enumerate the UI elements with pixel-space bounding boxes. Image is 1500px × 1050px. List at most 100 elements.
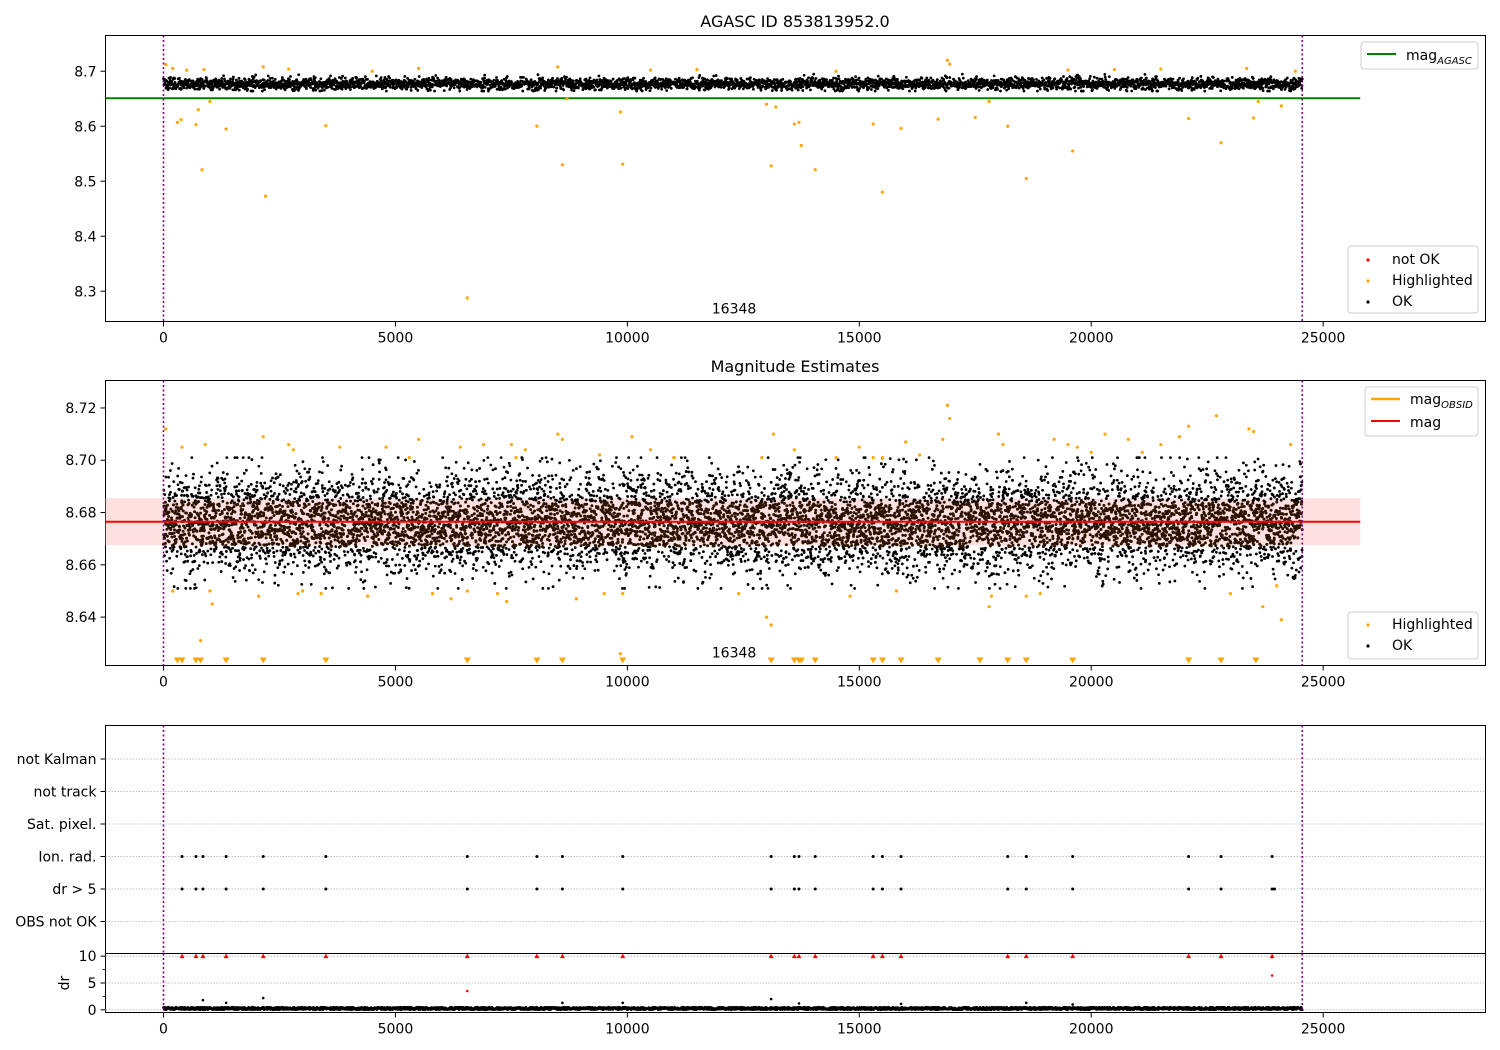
ok-point [242,558,245,561]
ok-point [183,500,186,504]
x-tick-label: 15000 [837,675,882,691]
ok-point [703,77,707,81]
ok-point [1092,75,1096,79]
ok-point [292,552,296,556]
ok-point [343,553,347,557]
ok-point [1169,77,1172,81]
ok-point [173,499,177,503]
ok-point [351,550,354,553]
ok-point [286,85,290,89]
x-tick-label: 5000 [378,675,414,691]
ok-point [269,479,273,483]
ok-point [323,565,326,569]
ok-point [442,89,446,93]
ok-point [322,572,326,576]
ok-point [1042,78,1046,82]
ok-point [364,481,368,485]
ok-point [257,464,261,468]
ok-point [164,545,167,549]
ok-point [653,76,657,80]
ok-point [303,549,306,552]
ok-point [313,79,317,82]
ok-point [552,85,556,89]
ok-point [1051,86,1055,90]
x-tick-label: 10000 [605,331,650,347]
ok-point [205,491,209,494]
ok-point [347,495,351,499]
ok-point [164,475,168,479]
ok-point [180,481,184,485]
ok-point [325,492,329,495]
ok-point [204,484,208,488]
ok-point [375,490,379,494]
ok-point [365,568,369,572]
ok-point [1088,77,1091,81]
ok-point [362,586,366,590]
ok-point [268,485,272,488]
ok-point [331,586,334,590]
ok-point [340,87,344,91]
ok-point [349,88,352,91]
legend-marker [1366,279,1370,283]
ok-point [338,488,342,492]
ok-point [285,548,288,552]
ok-point [384,468,388,472]
ok-point [223,481,227,485]
ok-point [362,546,365,550]
ok-point [326,464,330,467]
ok-point [268,549,272,553]
ok-point [347,586,351,590]
ok-point [186,494,190,498]
ok-point [337,556,341,560]
ok-point [801,85,805,89]
ok-point [640,89,644,93]
ok-point [293,497,297,501]
ok-point [217,560,221,564]
ok-point [316,482,320,485]
ok-point [802,73,806,77]
ok-point [184,474,188,478]
highlighted-point [769,164,773,168]
x-tick-label: 15000 [837,331,882,347]
ok-point [247,557,251,561]
ok-point [369,497,372,501]
ok-point [300,495,304,498]
ok-point [642,76,646,80]
ok-point [216,476,220,480]
ok-point [1103,73,1107,76]
ok-point [1103,75,1107,79]
ok-point [188,586,192,590]
ok-point [209,547,213,551]
y-tick-label: 8.7 [74,64,96,80]
ok-point [825,78,828,81]
ok-point [308,467,311,471]
ok-point [216,487,220,491]
highlighted-point [171,66,175,71]
ok-point [185,549,189,553]
ok-point [237,495,241,499]
ok-point [597,74,601,78]
ok-point [176,483,180,487]
ok-point [278,562,282,565]
ok-point [294,481,298,484]
ok-point [876,74,880,78]
ok-point [251,563,254,567]
ok-point [272,551,276,554]
ok-point [377,461,381,465]
ok-point [255,551,259,555]
ok-point [296,548,300,552]
ok-point [311,495,315,499]
ok-point [1036,89,1039,93]
ok-point [767,85,771,89]
ok-point [180,493,183,497]
ok-point [218,489,222,492]
ok-point [1065,77,1069,80]
ok-point [801,89,805,92]
ok-point [334,545,338,549]
ok-point [354,570,358,574]
ok-point [273,77,277,81]
ok-point [521,89,525,93]
highlighted-point [1071,149,1075,153]
ok-point [1035,77,1038,81]
ok-point [350,495,354,499]
